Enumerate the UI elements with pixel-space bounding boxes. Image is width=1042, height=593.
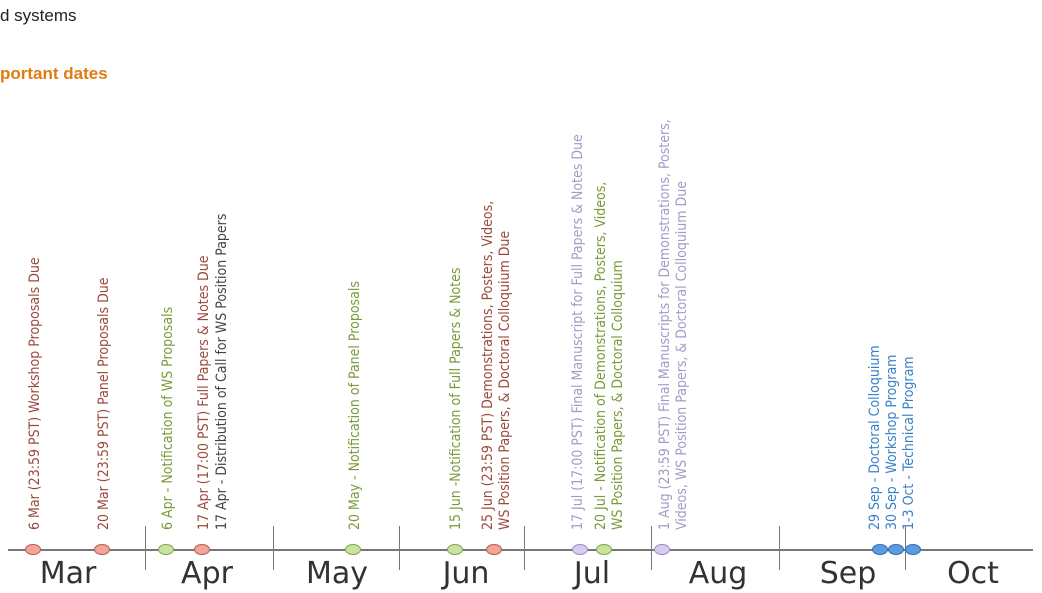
date-marker [25,544,41,555]
date-marker [345,544,361,555]
month-label: Jun [406,556,526,591]
event-panel-notification: 20 May - Notification of Panel Proposals [347,281,364,530]
month-label: Aug [658,556,778,591]
month-label: Apr [147,556,267,591]
event-line: 30 Sep - Workshop Program [884,345,901,530]
event-final-manuscript: 17 Jul (17:00 PST) Final Manuscript for … [570,134,587,530]
event-demos-due: 25 Jun (23:59 PST) Demonstrations, Poste… [480,201,514,530]
date-marker [94,544,110,555]
event-panel-proposals: 20 Mar (23:59 PST) Panel Proposals Due [96,277,113,530]
event-line: 17 Apr (17:00 PST) Full Papers & Notes D… [196,256,213,530]
section-title: portant dates [0,64,108,84]
month-divider [399,526,400,570]
event-line: 25 Jun (23:59 PST) Demonstrations, Poste… [480,201,497,530]
event-final-manuscripts-demos: 1 Aug (23:59 PST) Final Manuscripts for … [657,119,691,530]
event-line: Videos, WS Position Papers, & Doctoral C… [674,119,691,530]
event-line: 17 Jul (17:00 PST) Final Manuscript for … [570,134,587,530]
date-marker [572,544,588,555]
event-demos-notification: 20 Jul - Notification of Demonstrations,… [593,182,627,530]
date-marker [872,544,888,555]
event-line: 20 Mar (23:59 PST) Panel Proposals Due [96,277,113,530]
event-papers-notification: 15 Jun -Notification of Full Papers & No… [448,268,465,530]
date-marker [194,544,210,555]
date-marker [447,544,463,555]
month-label: Sep [788,556,908,591]
month-label: Jul [532,556,652,591]
date-marker [486,544,502,555]
month-divider [779,526,780,570]
date-marker [888,544,904,555]
event-line: 20 Jul - Notification of Demonstrations,… [593,182,610,530]
event-line: 20 May - Notification of Panel Proposals [347,281,364,530]
event-line: WS Position Papers, & Doctoral Colloquiu… [610,182,627,530]
month-divider [145,526,146,570]
month-divider [273,526,274,570]
event-doctoral-colloquium: 29 Sep - Doctoral Colloquium 30 Sep - Wor… [867,345,918,530]
event-ws-notification: 6 Apr - Notification of WS Proposals [160,307,177,530]
event-line: 29 Sep - Doctoral Colloquium [867,345,884,530]
month-label: Mar [8,556,128,591]
month-label: Oct [913,556,1033,591]
event-line: 15 Jun -Notification of Full Papers & No… [448,268,465,530]
event-line: 6 Mar (23:59 PST) Workshop Proposals Due [27,257,44,530]
event-workshop-proposals: 6 Mar (23:59 PST) Workshop Proposals Due [27,257,44,530]
event-line: 6 Apr - Notification of WS Proposals [160,307,177,530]
page-fragment-text: d systems [0,6,77,26]
date-marker [158,544,174,555]
date-marker [596,544,612,555]
date-marker [654,544,670,555]
event-call-distribution: 17 Apr - Distribution of Call for WS Pos… [214,214,231,530]
date-marker [905,544,921,555]
month-label: May [277,556,397,591]
event-line: 1-3 Oct - Technical Program [901,345,918,530]
event-full-papers-due: 17 Apr (17:00 PST) Full Papers & Notes D… [196,256,213,530]
event-line: 1 Aug (23:59 PST) Final Manuscripts for … [657,119,674,530]
event-line: 17 Apr - Distribution of Call for WS Pos… [214,214,231,530]
event-line: WS Position Papers, & Doctoral Colloquiu… [497,201,514,530]
